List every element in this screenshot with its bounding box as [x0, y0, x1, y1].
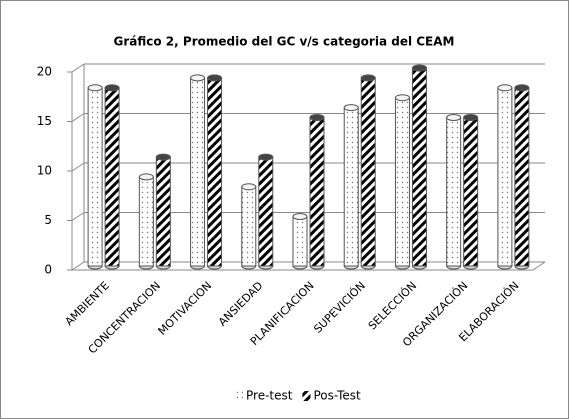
y-tick-label: 0 [44, 263, 52, 277]
bar-top [87, 84, 103, 92]
bar-top [343, 104, 359, 112]
bar [343, 107, 359, 267]
bar [190, 77, 206, 267]
legend-swatch [235, 391, 243, 401]
bar [497, 84, 513, 270]
bar-top [394, 94, 410, 102]
bar [394, 97, 410, 267]
bar [207, 77, 223, 267]
bar [138, 173, 154, 270]
bar [514, 84, 530, 270]
bar [207, 74, 223, 270]
bar [241, 186, 257, 267]
bar [360, 77, 376, 267]
bar [87, 84, 103, 270]
bar-top [258, 153, 274, 161]
bar [104, 87, 120, 267]
grid-line [71, 63, 85, 73]
bar [104, 84, 120, 270]
bar [87, 87, 103, 267]
bar [360, 74, 376, 270]
legend-swatch [302, 391, 311, 401]
grid-line [71, 113, 85, 122]
grid-line [71, 261, 85, 271]
y-tick-label: 5 [44, 213, 52, 227]
bar-top [241, 183, 257, 191]
bar [241, 183, 257, 270]
bar [411, 64, 427, 270]
bar-top [411, 64, 427, 72]
bar [446, 117, 462, 267]
bar [292, 213, 308, 270]
bar-top [309, 114, 325, 121]
legend-label: Pre-test [246, 389, 293, 403]
bar [497, 87, 513, 267]
bar [343, 104, 359, 270]
y-tick-label: 15 [37, 114, 52, 128]
bar [463, 117, 479, 267]
bar-top [138, 173, 154, 181]
bar [258, 153, 274, 270]
bar [463, 114, 479, 270]
bar [309, 114, 325, 270]
grid-line [71, 212, 85, 221]
bar-top [497, 84, 513, 92]
bar-top [446, 114, 462, 121]
bar [394, 94, 410, 270]
bar-top [360, 74, 376, 82]
bar-top [104, 84, 120, 92]
y-tick-label: 10 [37, 164, 52, 178]
bar-top [190, 74, 206, 82]
bar [155, 156, 171, 267]
bar-top [155, 153, 171, 161]
bar-top [207, 74, 223, 82]
y-tick-label: 20 [37, 65, 52, 79]
floor-edge [532, 261, 546, 271]
bar-top [463, 114, 479, 121]
legend-label: Pos-Test [313, 389, 361, 403]
bar-top [514, 84, 530, 92]
bar [411, 67, 427, 267]
bar [190, 74, 206, 270]
bar [155, 153, 171, 270]
grid-line [71, 162, 85, 172]
bar [138, 176, 154, 267]
bar [292, 216, 308, 267]
chart-title: Gráfico 2, Promedio del GC v/s categoria… [114, 35, 455, 49]
bar [309, 117, 325, 267]
bar [446, 114, 462, 270]
bar [258, 156, 274, 267]
bar [514, 87, 530, 267]
bar-top [292, 213, 308, 220]
